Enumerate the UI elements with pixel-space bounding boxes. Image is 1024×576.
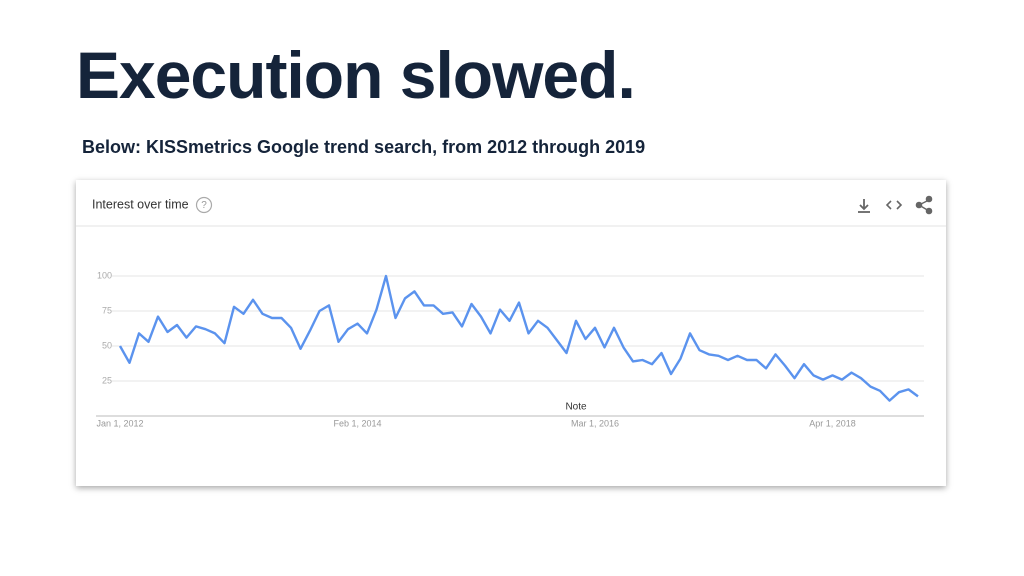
chart-card: Interest over time ? 25 50 75 100 Jan 1, 201… (76, 180, 946, 486)
x-tick-label: Feb 1, 2014 (333, 418, 381, 428)
slide-title: Execution slowed. (76, 38, 636, 112)
trend-line (118, 274, 919, 402)
embed-icon[interactable] (885, 200, 903, 210)
y-tick-label: 100 (97, 270, 112, 280)
help-icon[interactable] (195, 196, 213, 214)
x-tick-label: Mar 1, 2016 (571, 418, 619, 428)
y-tick-label: 25 (102, 375, 112, 385)
y-tick-label: 75 (102, 305, 112, 315)
help-icon-text[interactable]: ? (201, 200, 207, 211)
chart-title: Interest over time (92, 197, 189, 211)
annotation: Note (565, 402, 587, 413)
download-icon[interactable] (858, 199, 870, 213)
slide-subtitle: Below: KISSmetrics Google trend search, … (82, 137, 646, 157)
share-icon[interactable] (915, 195, 933, 215)
x-tick-label: Jan 1, 2012 (96, 418, 143, 428)
chart: Interest over time ? 25 50 75 100 Jan 1, 201… (76, 195, 946, 428)
x-tick-label: Apr 1, 2018 (809, 418, 856, 428)
y-tick-label: 50 (102, 340, 112, 350)
